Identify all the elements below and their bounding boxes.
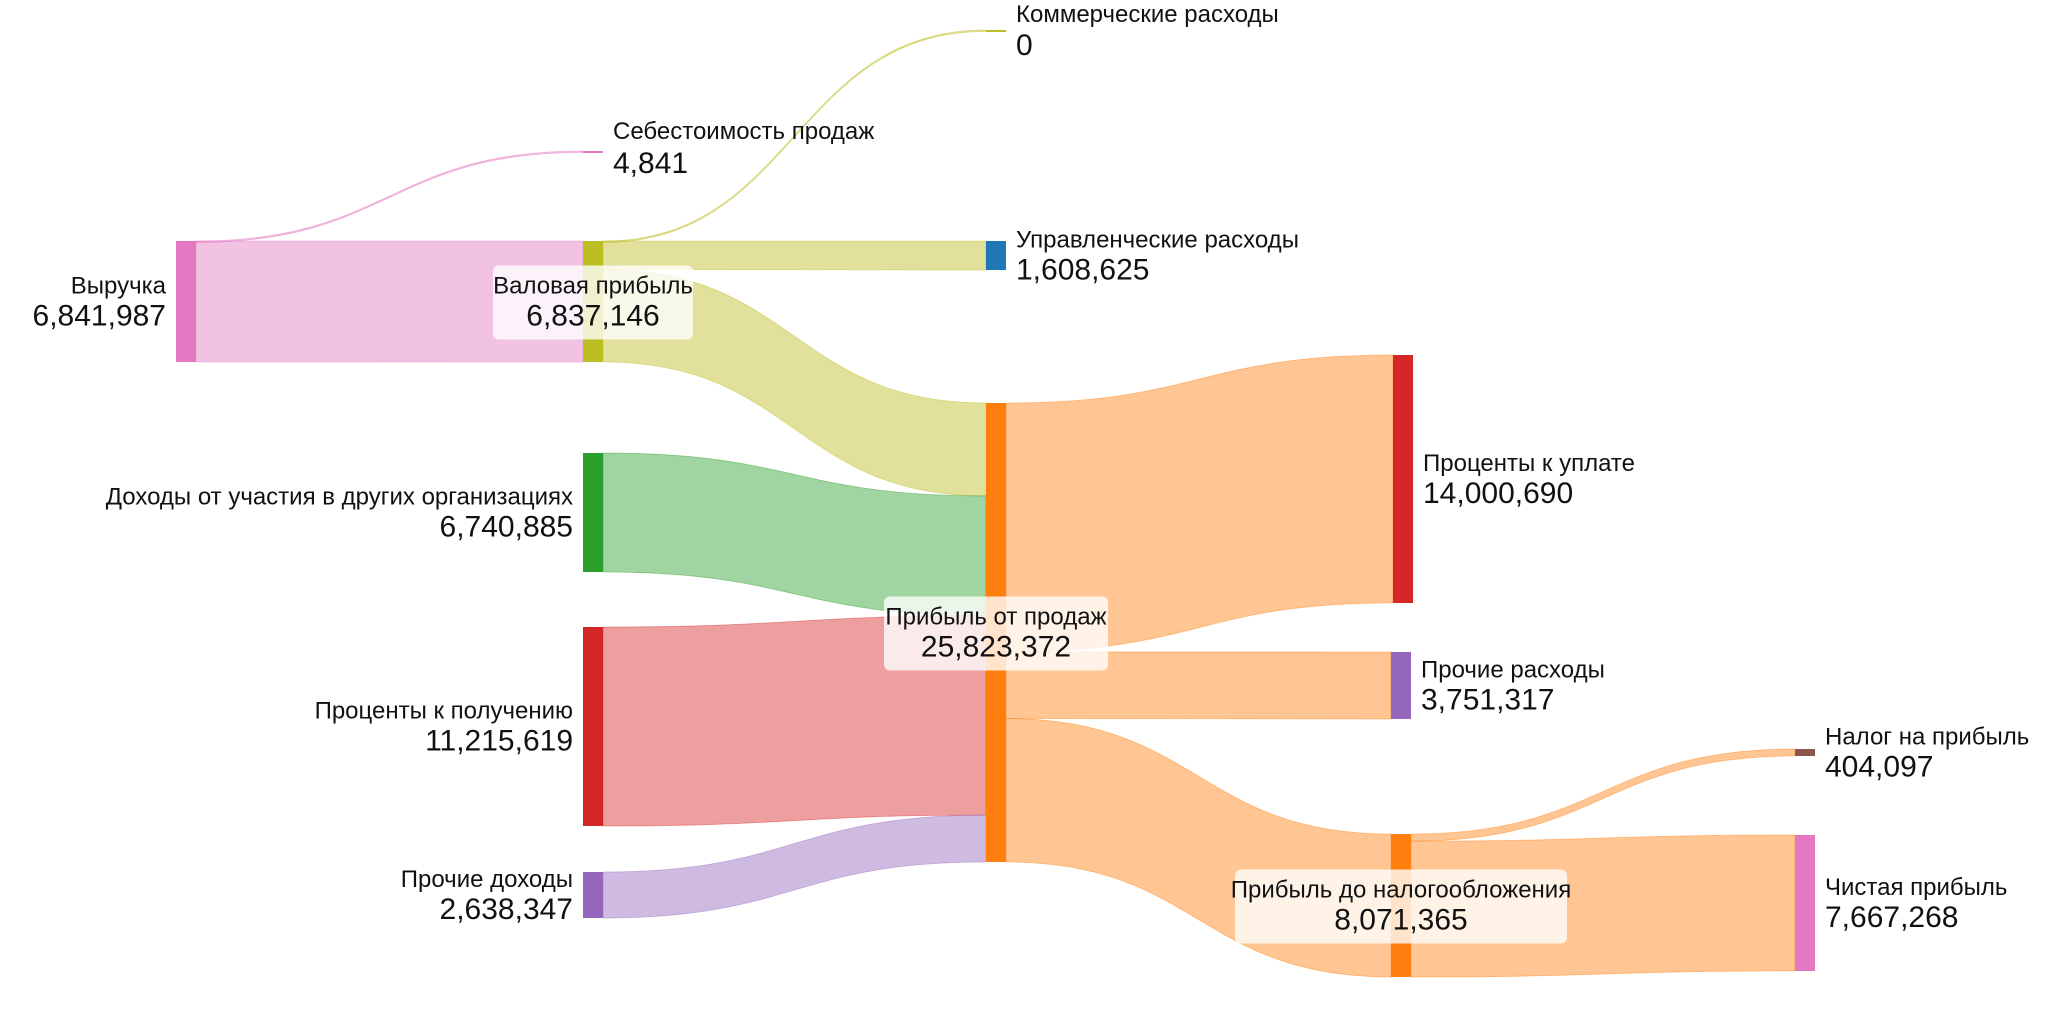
node-value-sales-profit: 25,823,372 [921, 631, 1071, 664]
node-admin[interactable] [986, 241, 1006, 270]
node-name-pretax: Прибыль до налогообложения [1231, 877, 1571, 904]
node-other-exp[interactable] [1391, 652, 1411, 719]
node-value-int-income: 11,215,619 [425, 725, 573, 758]
node-value-cost: 4,841 [613, 147, 688, 180]
node-value-admin: 1,608,625 [1016, 254, 1149, 287]
node-name-int-payable: Проценты к уплате [1423, 450, 1635, 477]
node-value-pretax: 8,071,365 [1334, 904, 1467, 937]
node-participation[interactable] [583, 453, 603, 572]
node-tax[interactable] [1795, 749, 1815, 756]
node-value-net: 7,667,268 [1825, 901, 1958, 934]
node-name-cost: Себестоимость продаж [613, 118, 874, 145]
label-box-sales-profit [884, 596, 1108, 671]
node-net[interactable] [1795, 835, 1815, 971]
node-name-admin: Управленческие расходы [1016, 227, 1299, 254]
node-name-other-income: Прочие доходы [401, 866, 573, 893]
node-name-commercial: Коммерческие расходы [1016, 1, 1279, 28]
label-box-pretax [1235, 869, 1567, 944]
node-value-int-payable: 14,000,690 [1423, 477, 1573, 510]
node-name-net: Чистая прибыль [1825, 874, 2007, 901]
node-other-income[interactable] [583, 872, 603, 918]
node-int-income[interactable] [583, 627, 603, 826]
node-int-payable[interactable] [1393, 355, 1413, 603]
node-name-revenue: Выручка [71, 273, 167, 300]
node-name-participation: Доходы от участия в других организациях [106, 484, 573, 511]
node-revenue[interactable] [176, 241, 196, 362]
node-name-other-exp: Прочие расходы [1421, 657, 1605, 684]
link-other-income-to-sales-profit[interactable] [602, 814, 987, 919]
node-value-other-income: 2,638,347 [440, 893, 573, 926]
node-value-commercial: 0 [1016, 29, 1033, 62]
link-pretax-to-tax[interactable] [1410, 748, 1796, 842]
node-value-participation: 6,740,885 [440, 511, 573, 544]
node-commercial[interactable] [986, 30, 1006, 32]
node-value-tax: 404,097 [1825, 751, 1933, 784]
node-value-other-exp: 3,751,317 [1421, 684, 1554, 717]
node-value-gross: 6,837,146 [526, 300, 659, 333]
link-revenue-to-cost[interactable] [195, 150, 584, 243]
node-name-int-income: Проценты к получению [315, 698, 573, 725]
label-participation: Доходы от участия в других организациях6… [106, 484, 573, 544]
label-box-gross [493, 265, 693, 340]
node-name-sales-profit: Прибыль от продаж [885, 604, 1106, 631]
node-value-revenue: 6,841,987 [33, 300, 166, 333]
node-cost[interactable] [583, 151, 603, 153]
node-name-gross: Валовая прибыль [493, 273, 693, 300]
node-name-tax: Налог на прибыль [1825, 724, 2029, 751]
